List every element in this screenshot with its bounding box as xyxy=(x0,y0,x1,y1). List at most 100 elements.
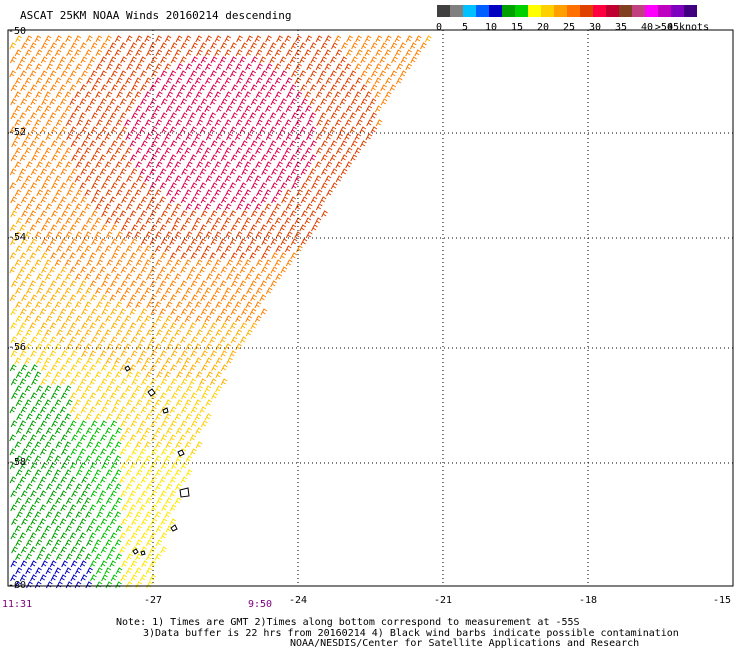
scale-swatch xyxy=(619,5,632,17)
wind-barb xyxy=(135,245,143,253)
wind-barb xyxy=(34,455,42,463)
wind-barb xyxy=(10,378,18,386)
wind-barb xyxy=(320,98,327,106)
note-line-1: Note: 1) Times are GMT 2)Times along bot… xyxy=(116,617,580,628)
wind-barb xyxy=(129,70,137,78)
wind-barb xyxy=(60,532,68,540)
wind-barb xyxy=(25,203,33,211)
wind-barb xyxy=(260,42,267,50)
wind-barb xyxy=(15,483,23,491)
wind-barb xyxy=(64,385,72,393)
wind-barb xyxy=(191,42,198,50)
wind-barb xyxy=(105,539,112,547)
wind-barb xyxy=(344,91,352,99)
wind-barb xyxy=(246,287,253,295)
wind-barb xyxy=(15,245,23,253)
wind-barb xyxy=(199,224,207,232)
wind-barb xyxy=(106,441,113,449)
wind-barb xyxy=(305,35,313,43)
wind-barb xyxy=(69,336,77,344)
wind-barb xyxy=(99,168,107,176)
wind-barb xyxy=(160,56,167,64)
wind-barb xyxy=(21,294,28,302)
wind-barb xyxy=(65,35,73,43)
wind-barb xyxy=(156,371,163,379)
wind-barb xyxy=(184,35,192,43)
wind-barb xyxy=(89,406,97,414)
wind-barb xyxy=(100,56,107,64)
wind-barb xyxy=(219,280,227,288)
wind-barb xyxy=(46,455,53,463)
wind-barb xyxy=(130,350,138,358)
wind-barb xyxy=(309,112,317,120)
wind-barb xyxy=(65,63,72,71)
wind-barb xyxy=(84,553,92,561)
wind-barb xyxy=(201,364,208,372)
wind-barb xyxy=(195,35,203,43)
wind-barb xyxy=(241,168,248,176)
wind-barb xyxy=(10,532,18,540)
wind-barb xyxy=(75,147,83,155)
wind-barb xyxy=(45,315,53,323)
wind-barb xyxy=(215,385,222,393)
wind-barb xyxy=(184,217,192,225)
wind-barb xyxy=(35,413,43,421)
wind-barb xyxy=(71,434,78,442)
wind-barb xyxy=(190,280,198,288)
wind-barb xyxy=(175,287,183,295)
wind-barb xyxy=(205,259,213,267)
wind-barb xyxy=(384,91,392,99)
wind-barb xyxy=(186,77,193,85)
wind-barb xyxy=(165,119,173,127)
wind-barb xyxy=(169,504,177,512)
wind-barb xyxy=(25,287,33,295)
wind-barb xyxy=(79,518,87,526)
wind-barb xyxy=(220,70,228,78)
wind-barb xyxy=(216,105,223,113)
wind-barb xyxy=(120,462,128,470)
wind-barb xyxy=(130,420,138,428)
wind-barb xyxy=(125,357,132,365)
wind-barb xyxy=(35,525,42,533)
wind-barb xyxy=(106,147,113,155)
wind-barb xyxy=(59,308,67,316)
wind-barb xyxy=(105,49,112,57)
wind-barb xyxy=(34,497,42,505)
wind-barb xyxy=(224,35,232,43)
wind-barb xyxy=(161,504,168,512)
wind-barb xyxy=(99,504,107,512)
wind-barb xyxy=(271,252,278,260)
wind-barb xyxy=(30,112,37,120)
wind-barb xyxy=(35,329,43,337)
wind-barb xyxy=(129,322,137,330)
wind-barb xyxy=(239,252,247,260)
wind-barb xyxy=(200,210,208,218)
wind-barb xyxy=(25,427,33,435)
wind-barb xyxy=(104,245,112,253)
wind-barb xyxy=(109,98,117,106)
wind-barb xyxy=(75,441,83,449)
wind-barb xyxy=(334,91,342,99)
wind-barb xyxy=(185,91,193,99)
wind-barb xyxy=(165,385,173,393)
wind-barb xyxy=(40,448,47,456)
wind-barb xyxy=(250,168,257,176)
wind-barb xyxy=(45,245,53,253)
wind-barb xyxy=(99,490,107,498)
wind-barb xyxy=(155,161,163,169)
wind-barb xyxy=(214,161,222,169)
wind-barb xyxy=(125,385,132,393)
wind-barb xyxy=(54,343,62,351)
wind-barb xyxy=(75,511,83,519)
wind-barb xyxy=(45,511,53,519)
wind-barb xyxy=(314,161,322,169)
wind-barb xyxy=(35,343,43,351)
wind-barb xyxy=(260,266,268,274)
wind-barb xyxy=(29,42,37,50)
wind-barb xyxy=(41,182,48,190)
wind-barb xyxy=(141,518,148,526)
wind-barb xyxy=(279,42,287,50)
wind-barb xyxy=(129,490,137,498)
wind-barb xyxy=(185,329,193,337)
wind-barb xyxy=(90,490,98,498)
